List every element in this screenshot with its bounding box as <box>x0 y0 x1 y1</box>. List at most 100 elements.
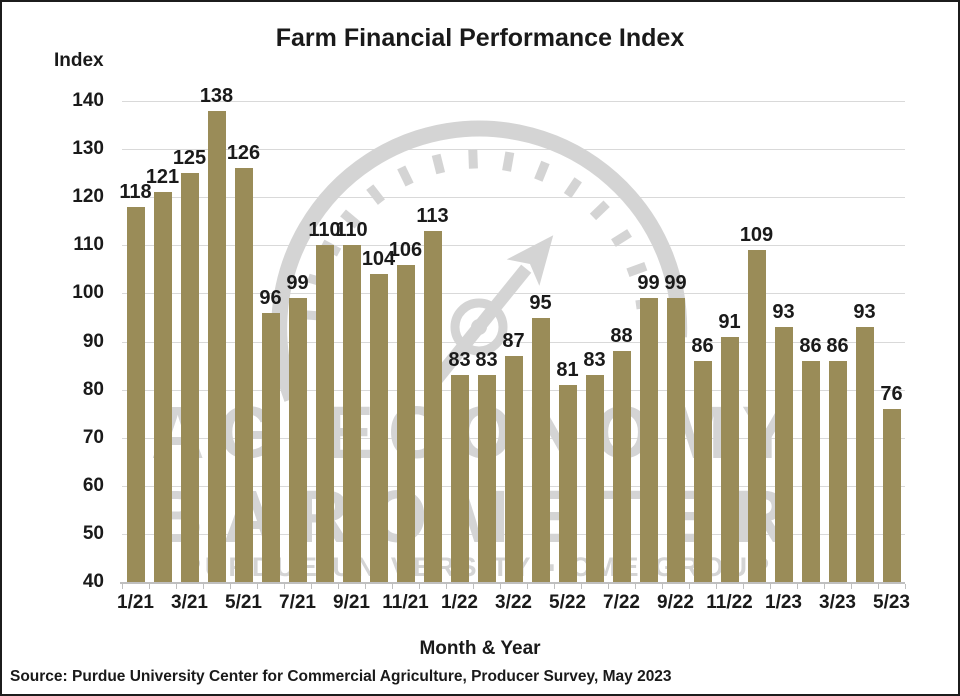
x-tick-label: 5/23 <box>873 592 910 613</box>
x-axis-tick <box>527 584 528 589</box>
x-axis-tick <box>500 584 501 589</box>
x-axis-tick <box>905 584 906 589</box>
x-tick-label: 5/21 <box>225 592 262 613</box>
x-tick-label: 7/21 <box>279 592 316 613</box>
bar-value-label: 83 <box>475 349 498 372</box>
bar <box>666 298 685 582</box>
bar <box>180 173 199 582</box>
x-axis-tick <box>122 584 123 589</box>
bar-value-label: 110 <box>308 219 341 242</box>
x-axis-line <box>120 582 905 584</box>
gauge-hub-ring <box>450 298 508 356</box>
bar-value-label: 93 <box>772 301 795 324</box>
x-axis-tick <box>797 584 798 589</box>
x-axis-tick <box>311 584 312 589</box>
bar <box>288 298 307 582</box>
bar <box>558 384 577 582</box>
gauge-tick <box>534 160 550 182</box>
y-tick-label: 100 <box>72 282 104 304</box>
x-axis-tick <box>230 584 231 589</box>
gauge-tick <box>563 177 582 199</box>
y-tick-label: 110 <box>73 234 104 256</box>
bar <box>720 336 739 582</box>
x-axis-tick <box>716 584 717 589</box>
x-axis-tick <box>392 584 393 589</box>
bar-value-label: 83 <box>583 349 606 372</box>
y-tick-label: 140 <box>72 90 104 111</box>
x-axis-tick <box>284 584 285 589</box>
x-axis-tick <box>176 584 177 589</box>
gridline <box>122 197 905 199</box>
x-tick-label: 5/22 <box>549 592 586 613</box>
bar-value-label: 121 <box>145 166 180 189</box>
x-axis-tick <box>473 584 474 589</box>
y-tick-label: 60 <box>82 474 104 496</box>
bar <box>504 355 523 582</box>
bar-value-label: 95 <box>529 291 552 314</box>
gauge-tick <box>589 200 610 221</box>
bar-value-label: 93 <box>853 301 876 324</box>
bar-value-label: 88 <box>610 325 633 348</box>
bar-value-label: 104 <box>361 248 396 271</box>
bar <box>423 230 442 582</box>
bar <box>693 360 712 582</box>
x-axis-tick <box>257 584 258 589</box>
bar-value-label: 86 <box>799 334 822 357</box>
bar-value-label: 87 <box>502 329 525 352</box>
y-tick-label: 130 <box>72 138 104 160</box>
x-axis-tick <box>149 584 150 589</box>
bar-value-label: 76 <box>880 382 903 405</box>
gauge-tick <box>611 229 632 247</box>
gauge-tick <box>431 153 446 175</box>
gauge-tick <box>340 209 361 229</box>
x-tick-label: 1/22 <box>441 592 478 613</box>
x-axis-tick <box>338 584 339 589</box>
source-note: Source: Purdue University Center for Com… <box>10 668 672 685</box>
x-axis-tick <box>365 584 366 589</box>
x-axis-tick <box>581 584 582 589</box>
bar <box>315 245 334 582</box>
y-tick-label: 50 <box>82 522 104 544</box>
bar-value-label: 110 <box>335 219 368 242</box>
bar-value-label: 91 <box>718 310 741 333</box>
bar <box>207 110 226 582</box>
y-axis-title: Index <box>54 50 104 71</box>
bar <box>747 250 766 582</box>
gridline <box>122 149 905 151</box>
x-axis-tick <box>770 584 771 589</box>
bar <box>639 298 658 582</box>
bar <box>261 312 280 582</box>
bar <box>396 264 415 582</box>
y-tick-label: 70 <box>82 426 104 448</box>
x-axis-tick <box>851 584 852 589</box>
y-tick-label: 120 <box>72 186 104 208</box>
x-axis-tick <box>446 584 447 589</box>
x-axis-tick <box>743 584 744 589</box>
bar-value-label: 96 <box>259 286 282 309</box>
x-tick-label: 11/22 <box>706 592 753 613</box>
y-tick-label: 40 <box>82 571 104 592</box>
x-tick-label: 9/21 <box>333 592 370 613</box>
bar <box>126 206 145 582</box>
x-axis-tick <box>689 584 690 589</box>
bar <box>774 327 793 582</box>
bar <box>450 375 469 582</box>
x-axis-tick <box>878 584 879 589</box>
bar-value-label: 99 <box>664 272 687 295</box>
gauge-needle <box>426 235 554 390</box>
bar-value-label: 86 <box>691 334 714 357</box>
bar <box>477 375 496 582</box>
gauge-tick <box>397 165 414 187</box>
x-tick-label: 9/22 <box>657 592 694 613</box>
x-tick-label: 3/22 <box>495 592 532 613</box>
bar <box>585 375 604 582</box>
gauge-arc <box>271 120 688 402</box>
bar <box>153 192 172 582</box>
bar <box>855 327 874 582</box>
bar-value-label: 99 <box>637 272 660 295</box>
x-axis-tick <box>662 584 663 589</box>
bar <box>369 274 388 582</box>
gridline <box>122 101 905 102</box>
gauge-tick <box>468 149 478 169</box>
